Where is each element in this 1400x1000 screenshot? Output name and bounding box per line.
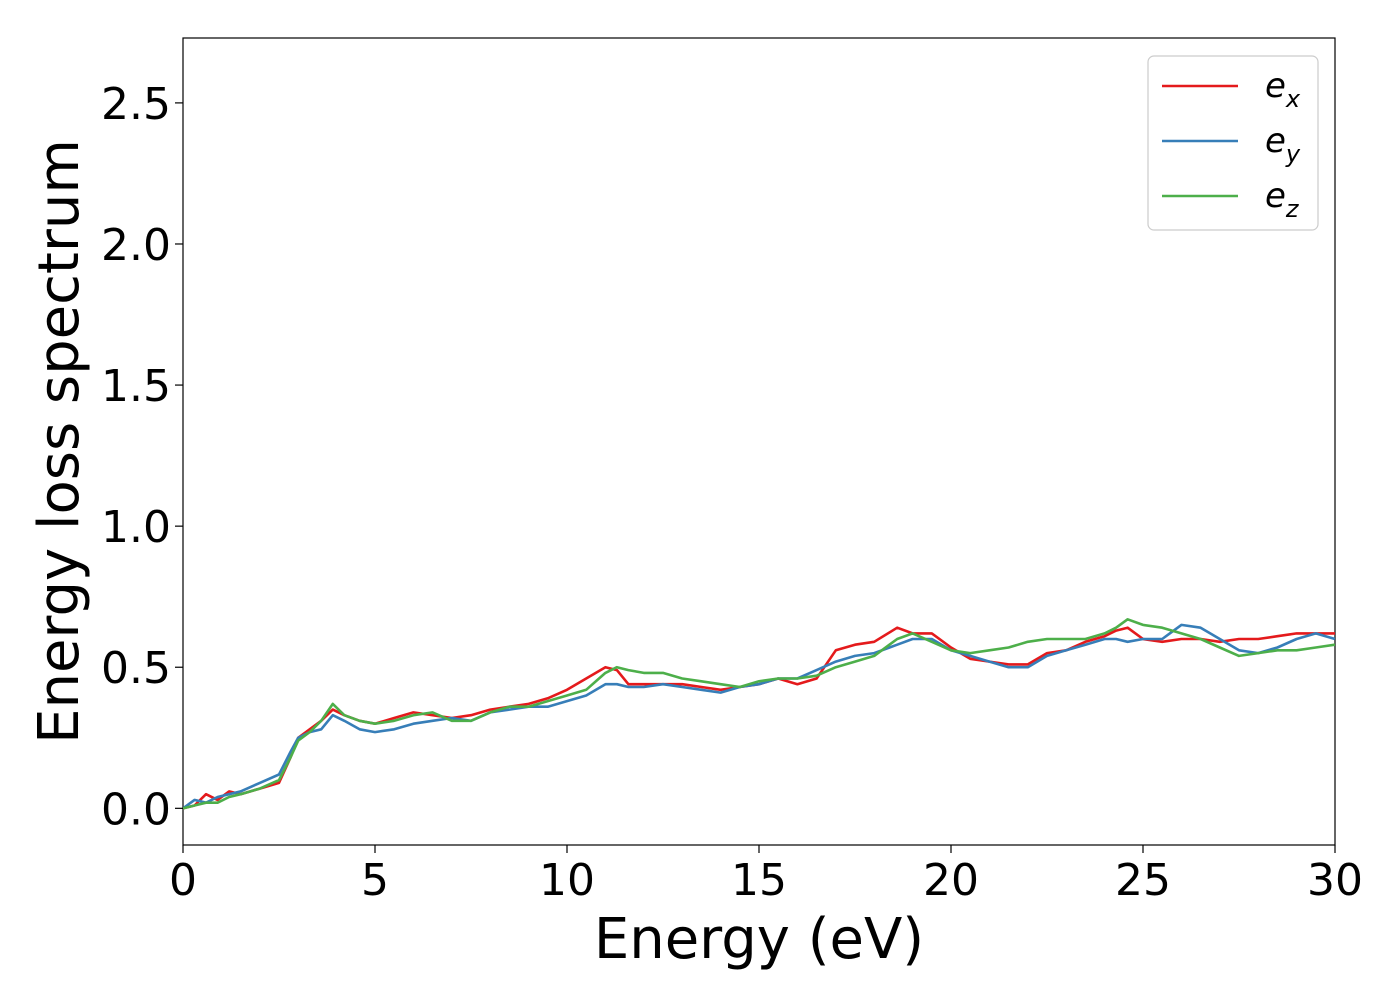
x-axis-ticks: 0 5 10 15 20 25 30 xyxy=(169,845,1363,906)
y-axis-title: Energy loss spectrum xyxy=(27,139,92,744)
y-tick-label: 2.0 xyxy=(101,220,171,271)
y-tick-label: 1.5 xyxy=(101,361,171,412)
legend-label-z: ez xyxy=(1265,176,1300,223)
legend-label-x: ex xyxy=(1265,66,1301,113)
x-tick-label: 0 xyxy=(169,855,197,906)
x-tick-label: 25 xyxy=(1115,855,1171,906)
x-tick-label: 5 xyxy=(361,855,389,906)
series-layer xyxy=(183,617,1335,810)
y-tick-label: 2.5 xyxy=(101,79,171,130)
x-tick-label: 15 xyxy=(731,855,787,906)
y-tick-label: 0.0 xyxy=(101,784,171,835)
y-tick-label: 1.0 xyxy=(101,502,171,553)
x-axis-title: Energy (eV) xyxy=(594,907,924,972)
legend: ex ey ez xyxy=(1147,55,1319,231)
series-line-z xyxy=(183,617,1335,810)
y-tick-label: 0.5 xyxy=(101,643,171,694)
legend-label-y: ey xyxy=(1265,121,1301,168)
x-tick-label: 10 xyxy=(539,855,595,906)
plot-area: 0 5 10 15 20 25 30 0.0 0.5 1.0 1.5 2.0 2.5 xyxy=(101,37,1363,906)
legend-box xyxy=(1147,55,1319,231)
y-axis-ticks: 0.0 0.5 1.0 1.5 2.0 2.5 xyxy=(101,79,183,835)
series-line-y xyxy=(183,623,1335,810)
x-tick-label: 30 xyxy=(1307,855,1363,906)
x-tick-label: 20 xyxy=(923,855,979,906)
legend-items: ex ey ez xyxy=(1162,66,1301,223)
